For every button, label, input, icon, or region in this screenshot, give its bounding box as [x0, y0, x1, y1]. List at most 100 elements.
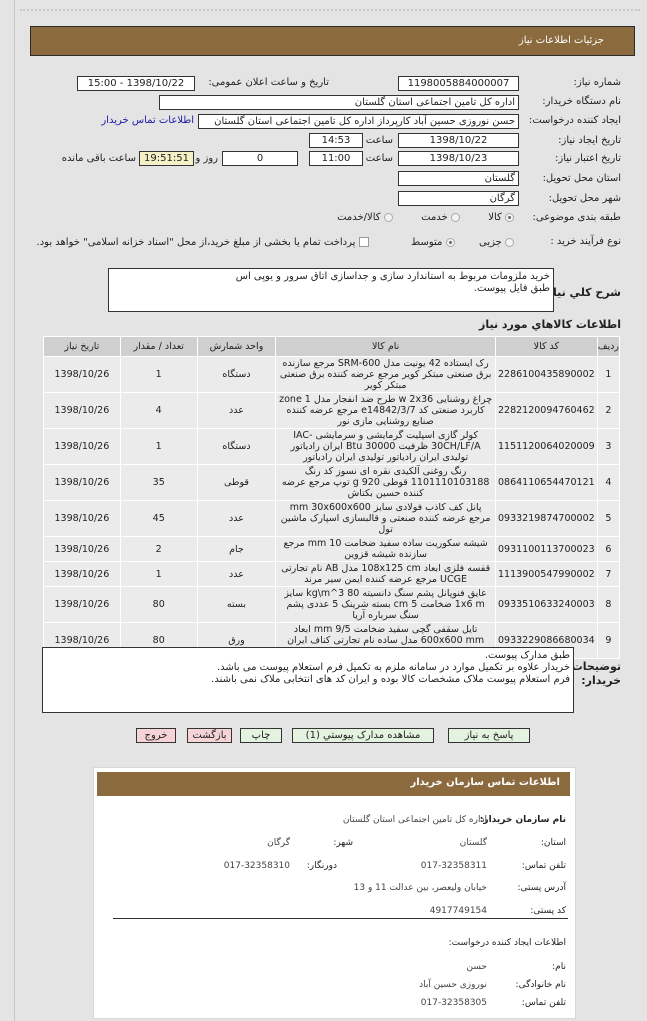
row-number-cell: 1 — [596, 356, 621, 393]
first-name-label: نام: — [552, 962, 566, 972]
item-code-cell: 0933219874700002 — [494, 500, 598, 537]
days-label: روز و — [195, 153, 219, 164]
radio-goods[interactable] — [505, 212, 514, 222]
exit-button[interactable]: خروج — [136, 728, 176, 743]
description-textarea[interactable]: خرید ملزومات مربوط به استاندارد سازی و ج… — [108, 268, 554, 312]
buyer-org-field: اداره کل تامین اجتماعی استان گلستان — [159, 95, 519, 110]
row-number-cell: 7 — [596, 561, 621, 587]
announce-field: 1398/10/22 - 15:00 — [77, 76, 195, 91]
creator-field: حسن نوروزی حسین آباد کارپرداز اداره کل ت… — [198, 114, 519, 129]
radio-goods-service[interactable] — [383, 212, 393, 222]
items-title: اطلاعات کالاهاي مورد نياز — [479, 318, 621, 331]
description-line: طبق فایل پیوست. — [473, 283, 550, 294]
item-code-cell: 1113900547990002 — [494, 561, 598, 587]
view-attachments-button[interactable]: مشاهده مدارک پیوستي (1) — [292, 728, 434, 743]
table-row: 5 0933219874700002 پانل کف کاذب فولادی سای… — [43, 500, 621, 537]
description-line: خرید ملزومات مربوط به استاندارد سازی و ج… — [235, 271, 550, 282]
table-row: 2 2282120094760462 چراغ روشنایی w 2x36 طرح… — [43, 392, 621, 429]
col-item-name-header: نام کالا — [275, 336, 496, 357]
quantity-cell: 35 — [119, 464, 198, 501]
org-label: نام سازمان خریدار: — [479, 815, 566, 825]
valid-time-field: 11:00 — [309, 151, 363, 166]
contact-province-value: گلستان — [459, 838, 487, 848]
category-radio-group: کالا خدمت کالا/خدمت — [337, 212, 514, 223]
item-name-cell: قفسه فلزی ابعاد 108x125 cm مدل AB نام تج… — [275, 561, 496, 587]
contact-city-value: گرگان — [267, 838, 290, 848]
buyer-contact-link[interactable]: اطلاعات تماس خریدار — [101, 115, 194, 126]
row-number-cell: 2 — [596, 392, 621, 429]
province-label: استان محل تحویل: — [542, 173, 621, 184]
quantity-cell: 1 — [119, 561, 198, 587]
row-number-cell: 5 — [596, 500, 621, 537]
creator-phone-value: 017-32358305 — [420, 998, 487, 1008]
contact-card-title: اطلاعات تماس سازمان خریدار — [410, 777, 560, 788]
item-name-cell: کولر گازی اسپلیت گرمایشی و سرمایشی IAC-3… — [275, 428, 496, 465]
radio-service[interactable] — [450, 212, 460, 222]
islamic-treasury-checkbox[interactable] — [358, 237, 369, 247]
row-number-cell: 6 — [596, 536, 621, 562]
page-title: جزئیات اطلاعات نیاز — [518, 35, 604, 46]
need-date-cell: 1398/10/26 — [43, 500, 121, 537]
quantity-cell: 1 — [119, 428, 198, 465]
days-left-field: 0 — [222, 151, 298, 166]
radio-minor-label: جزیی — [478, 237, 502, 248]
radio-medium[interactable] — [445, 237, 455, 247]
need-date-cell: 1398/10/26 — [43, 586, 121, 623]
divider — [20, 9, 640, 11]
item-code-cell: 0864110654470121 — [494, 464, 598, 501]
radio-service-label: خدمت — [421, 212, 448, 223]
postal-label: کد پستی: — [530, 906, 566, 916]
last-name-label: نام خانوادگی: — [515, 980, 566, 990]
col-need-date-header: تاریخ نیاز — [43, 336, 121, 357]
need-date-cell: 1398/10/26 — [43, 464, 121, 501]
creator-phone-label: تلفن تماس: — [521, 998, 566, 1008]
print-button[interactable]: چاپ — [240, 728, 282, 743]
back-button[interactable]: بازگشت — [187, 728, 232, 743]
fax-value: 017-32358310 — [223, 861, 290, 871]
buyer-notes-line: طبق مدارک پیوست. — [484, 650, 570, 661]
buyer-notes-line: فرم استعلام پیوست ملاک مشخصات کالا بوده … — [211, 674, 570, 685]
item-name-cell: شیشه سکوریت ساده سفید ضخامت mm 10 مرجع س… — [275, 536, 496, 562]
reply-button[interactable]: پاسخ به نیاز — [448, 728, 530, 743]
item-code-cell: 0931100113700023 — [494, 536, 598, 562]
first-name-value: حسن — [466, 962, 487, 972]
quantity-cell: 2 — [119, 536, 198, 562]
process-label: نوع فرآیند خرید : — [550, 236, 621, 247]
page-header: جزئیات اطلاعات نیاز — [30, 26, 635, 56]
address-value: خیابان ولیعصر، بین عدالت 11 و 13 — [353, 883, 487, 893]
table-body: 1 2286100435890002 رک ایستاده 42 یونیت مدل… — [43, 356, 621, 659]
quantity-cell: 4 — [119, 392, 198, 429]
description-label: شرح کلي نياز: — [542, 286, 621, 299]
unit-cell: عدد — [196, 561, 277, 587]
radio-minor[interactable] — [505, 237, 514, 247]
buyer-org-label: نام دستگاه خریدار: — [542, 96, 621, 107]
quantity-cell: 45 — [119, 500, 198, 537]
item-name-cell: چراغ روشنایی w 2x36 طرح ضد انفجار مدل zo… — [275, 392, 496, 429]
unit-cell: عدد — [196, 500, 277, 537]
items-table: ردیف کد کالا نام کالا واحد شمارش تعداد / مقد… — [43, 336, 621, 659]
contact-card — [93, 767, 576, 1019]
table-header-row: ردیف کد کالا نام کالا واحد شمارش تعداد / مقد… — [43, 336, 621, 357]
item-code-cell: 2282120094760462 — [494, 392, 598, 429]
created-date-field: 1398/10/22 — [398, 133, 519, 148]
col-quantity-header: تعداد / مقدار — [119, 336, 198, 357]
radio-goods-label: کالا — [488, 212, 502, 223]
last-name-value: نوروزی حسین آباد — [419, 980, 487, 990]
org-value: اداره کل تامین اجتماعی استان گلستان — [342, 815, 487, 825]
col-unit-header: واحد شمارش — [196, 336, 277, 357]
buyer-notes-line: خریدار علاوه بر تکمیل موارد در سامانه مل… — [217, 662, 570, 673]
unit-cell: بسته — [196, 586, 277, 623]
contact-card-header: اطلاعات تماس سازمان خریدار — [97, 772, 570, 796]
radio-medium-label: متوسط — [411, 237, 443, 248]
unit-cell: دستگاه — [196, 356, 277, 393]
need-number-label: شماره نیاز: — [573, 77, 622, 88]
unit-cell: قوطی — [196, 464, 277, 501]
item-code-cell: 0933510633240003 — [494, 586, 598, 623]
row-number-cell: 4 — [596, 464, 621, 501]
quantity-cell: 80 — [119, 586, 198, 623]
col-item-code-header: کد کالا — [494, 336, 598, 357]
unit-cell: جام — [196, 536, 277, 562]
table-row: 3 1151120064020009 کولر گازی اسپلیت گرمایش… — [43, 428, 621, 465]
buyer-notes-textarea[interactable]: طبق مدارک پیوست. خریدار علاوه بر تکمیل م… — [42, 647, 574, 713]
unit-cell: دستگاه — [196, 428, 277, 465]
